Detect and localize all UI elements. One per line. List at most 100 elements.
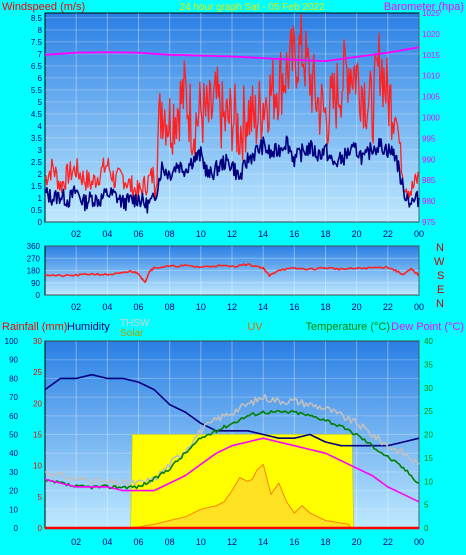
uv-area [132,463,352,529]
thsw-label: THSW [120,318,150,329]
direction-y-tick: 360 [27,242,41,251]
wind-y-tick: 6.5 [31,62,43,71]
compass-label-n-top: N [436,242,444,254]
x-tick-label: 18 [320,537,330,547]
temperature-y-tick: 40 [424,337,433,346]
rainfall-y-tick: 5 [38,493,43,502]
direction-y-tick: 0 [36,291,41,300]
barometer-y-tick: 995 [422,134,436,143]
x-tick-label: 04 [102,229,112,239]
humidity-y-tick: 50 [9,431,18,440]
temperature-label: Temperature (°C) [306,321,390,333]
wind-y-tick: 8 [38,26,43,35]
wind-direction-line [44,263,420,284]
barometer-y-tick: 1020 [422,30,440,39]
wind-y-tick: 1 [38,194,43,203]
wind-chart-title: 24 hour graph Sat - 05 Feb 2022 [179,2,325,13]
wind-y-tick: 5 [38,98,43,107]
x-tick-label: 02 [71,537,81,547]
temperature-y-tick: 15 [424,454,433,463]
wind-y-tick: 2 [38,170,43,179]
rainfall-y-tick: 15 [33,431,42,440]
barometer-y-tick: 990 [422,155,436,164]
x-tick-label: 16 [289,537,299,547]
dewpoint-label: Dew Point (°C) [391,321,464,333]
humidity-y-tick: 10 [9,505,18,514]
dewpoint-line [44,437,420,503]
rainfall-y-tick: 20 [33,399,42,408]
temperature-y-tick: 25 [424,407,433,416]
barometer-y-tick: 975 [422,218,436,227]
temperature-y-tick: 30 [424,384,433,393]
x-tick-label: 20 [352,229,362,239]
tick-labels: 0 0.5 1 1.5 2 2.5 3 3.5 4 4.5 5 5.5 6 6.5 7 7.5 8 8.5 975 9… [5,9,441,547]
rainfall-y-tick: 10 [33,462,42,471]
wind-y-tick: 8.5 [31,14,43,23]
average-wind-line [44,135,420,214]
humidity-y-tick: 30 [9,468,18,477]
barometer-y-tick: 1015 [422,51,440,60]
temperature-y-tick: 10 [424,477,433,486]
barometer-line [44,46,420,62]
x-tick-label: 00 [414,537,424,547]
humidity-y-tick: 40 [9,449,18,458]
x-tick-label: 10 [196,302,206,312]
x-tick-label: 10 [196,229,206,239]
humidity-y-tick: 80 [9,374,18,383]
direction-y-tick: 90 [31,279,40,288]
barometer-axis-label: Barometer (hpa) [384,1,464,13]
rainfall-y-tick: 0 [38,524,43,533]
rainfall-y-tick: 30 [33,337,42,346]
compass-label-e: E [437,284,444,296]
wind-plot-area [44,12,420,223]
compass-label-s: S [437,270,444,282]
x-tick-label: 08 [165,537,175,547]
humidity-y-tick: 60 [9,412,18,421]
rainfall-label: Rainfall (mm) [2,321,67,333]
wind-y-tick: 7.5 [31,38,43,47]
temperature-line [44,409,420,490]
uv-label: UV [247,321,263,333]
x-tick-label: 14 [258,537,268,547]
barometer-y-tick: 1005 [422,93,440,102]
temperature-y-tick: 5 [424,501,429,510]
barometer-y-tick: 985 [422,176,436,185]
barometer-y-tick: 1000 [422,114,440,123]
rainfall-y-tick: 25 [33,368,42,377]
wind-y-tick: 0 [38,218,43,227]
barometer-y-tick: 980 [422,197,436,206]
x-tick-label: 02 [71,229,81,239]
x-tick-label: 06 [133,229,143,239]
wind-y-tick: 3.5 [31,134,43,143]
solar-label: Solar [120,328,144,339]
humidity-y-tick: 90 [9,356,18,365]
x-tick-label: 00 [414,302,424,312]
humidity-label: Humidity [67,321,110,333]
temperature-y-tick: 20 [424,431,433,440]
x-tick-label: 04 [102,302,112,312]
wind-y-tick: 5.5 [31,86,43,95]
direction-y-tick: 180 [27,267,41,276]
barometer-y-tick: 1025 [422,9,440,18]
x-tick-label: 16 [289,302,299,312]
x-tick-label: 22 [383,537,393,547]
wind-y-tick: 4 [38,122,43,131]
humidity-line [44,373,420,447]
x-tick-label: 10 [196,537,206,547]
x-tick-label: 04 [102,537,112,547]
wind-y-axis-label: Windspeed (m/s) [2,1,85,13]
humidity-y-tick: 0 [14,524,19,533]
wind-y-tick: 3 [38,146,43,155]
wind-y-tick: 2.5 [31,158,43,167]
wind-y-tick: 7 [38,50,43,59]
gust-line [44,13,420,202]
wind-y-tick: 4.5 [31,110,43,119]
series-lines [44,13,420,530]
x-tick-label: 00 [414,229,424,239]
x-tick-label: 08 [165,302,175,312]
humidity-y-tick: 20 [9,487,18,496]
compass-label-w: W [434,256,445,268]
x-tick-label: 02 [71,302,81,312]
x-tick-label: 14 [258,302,268,312]
